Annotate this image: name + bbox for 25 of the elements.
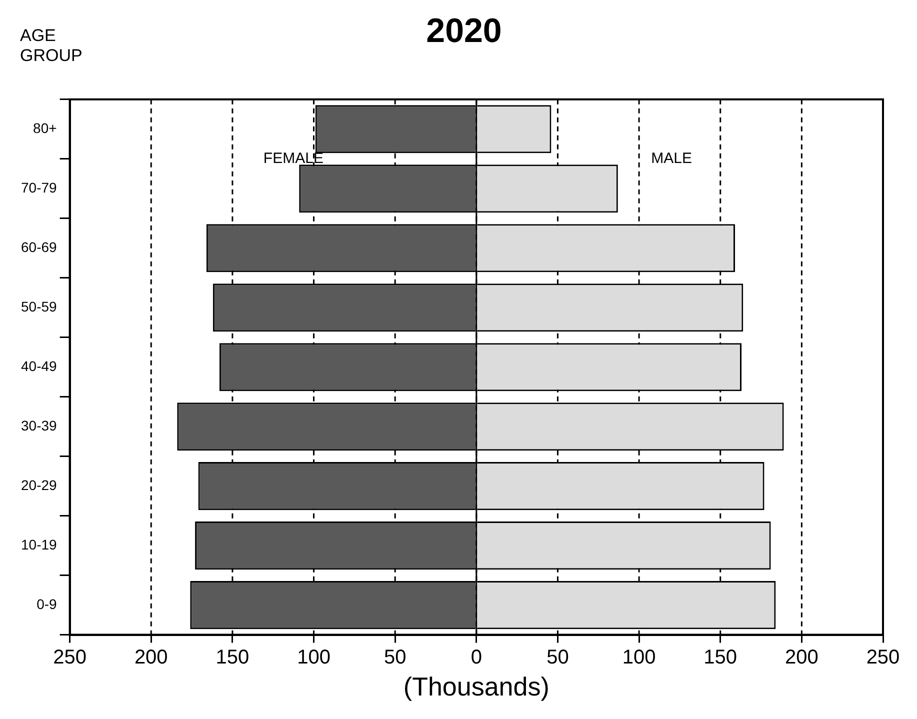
x-tick-label: 100: [622, 646, 656, 668]
x-tick-label: 150: [216, 646, 250, 668]
y-tick-label: 0-9: [36, 596, 58, 612]
y-axis-title: AGE GROUP: [19, 25, 84, 66]
x-tick-label: 200: [784, 646, 818, 668]
x-axis-title: (Thousands): [403, 672, 550, 702]
y-tick-label: 80+: [33, 120, 57, 136]
chart-title: 2020: [425, 11, 503, 51]
y-tick-label: 40-49: [20, 358, 58, 374]
x-tick-label: 50: [384, 646, 406, 668]
y-tick-label: 70-79: [20, 179, 58, 196]
x-tick-label: 100: [297, 646, 330, 668]
x-tick-label: 200: [134, 646, 168, 668]
y-tick-label: 50-59: [20, 298, 58, 314]
x-tick-label: 0: [470, 646, 482, 668]
x-tick-label: 250: [53, 646, 86, 668]
y-tick-label: 20-29: [20, 476, 58, 493]
y-tick-label: 60-69: [20, 238, 58, 255]
y-tick-label: 30-39: [20, 417, 58, 434]
text: MALE: [651, 150, 692, 168]
x-tick-label: 250: [866, 646, 900, 668]
x-tick-label: 150: [704, 646, 738, 668]
x-tick-label: 50: [546, 646, 569, 668]
y-tick-label: 10-19: [20, 536, 58, 552]
series-label: FEMALE: [263, 150, 324, 168]
